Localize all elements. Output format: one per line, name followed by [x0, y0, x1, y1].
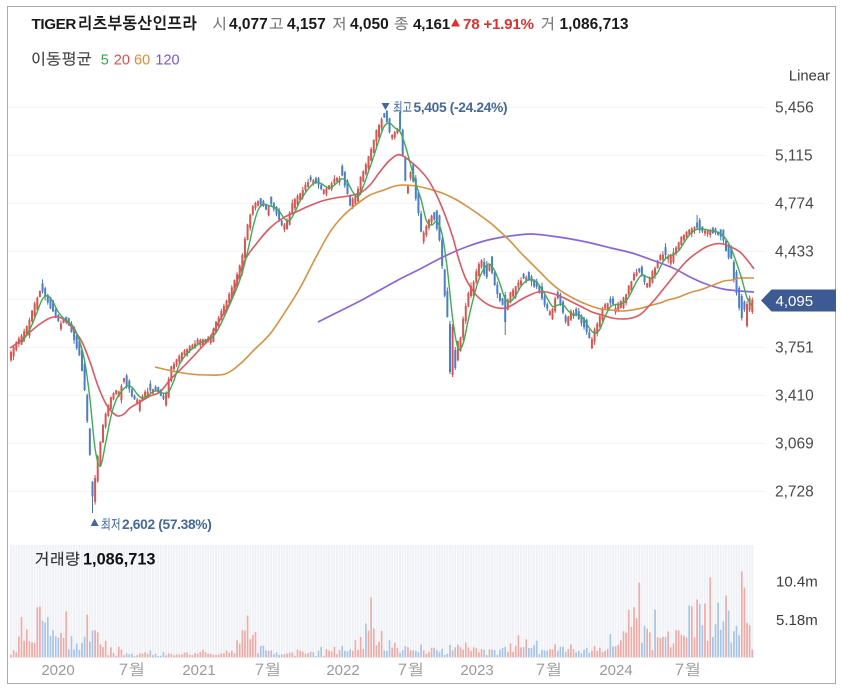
svg-text:Linear: Linear	[789, 69, 830, 85]
svg-text:5,456: 5,456	[775, 99, 814, 116]
svg-text:4,161: 4,161	[413, 16, 451, 33]
svg-text:1,086,713: 1,086,713	[83, 551, 155, 569]
svg-text:120: 120	[155, 53, 179, 69]
svg-text:4,077: 4,077	[229, 16, 268, 33]
svg-text:4,050: 4,050	[350, 16, 389, 33]
svg-text:3,751: 3,751	[775, 339, 814, 356]
svg-text:2024: 2024	[599, 662, 632, 679]
svg-text:4,095: 4,095	[776, 293, 814, 310]
svg-text:10.4m: 10.4m	[776, 574, 818, 591]
svg-text:TIGER: TIGER	[32, 16, 77, 33]
svg-text:2,728: 2,728	[775, 483, 814, 500]
svg-text:2020: 2020	[41, 662, 74, 679]
svg-text:2023: 2023	[460, 662, 493, 679]
svg-text:1,086,713: 1,086,713	[560, 16, 629, 33]
svg-text:2022: 2022	[326, 662, 359, 679]
svg-text:5: 5	[101, 53, 109, 69]
svg-text:78 +1.91%: 78 +1.91%	[463, 16, 535, 33]
svg-text:3,410: 3,410	[775, 387, 814, 404]
svg-text:5,115: 5,115	[775, 147, 813, 164]
svg-text:4,774: 4,774	[775, 195, 814, 212]
svg-text:4,433: 4,433	[775, 243, 814, 260]
svg-text:5.18m: 5.18m	[776, 612, 818, 629]
svg-text:60: 60	[134, 53, 150, 69]
svg-text:4,157: 4,157	[287, 16, 326, 33]
svg-text:20: 20	[114, 53, 130, 69]
svg-text:2,602 (57.38%): 2,602 (57.38%)	[122, 517, 211, 532]
svg-text:2021: 2021	[182, 662, 215, 679]
svg-text:3,069: 3,069	[775, 435, 814, 452]
svg-text:5,405 (-24.24%): 5,405 (-24.24%)	[414, 100, 508, 115]
